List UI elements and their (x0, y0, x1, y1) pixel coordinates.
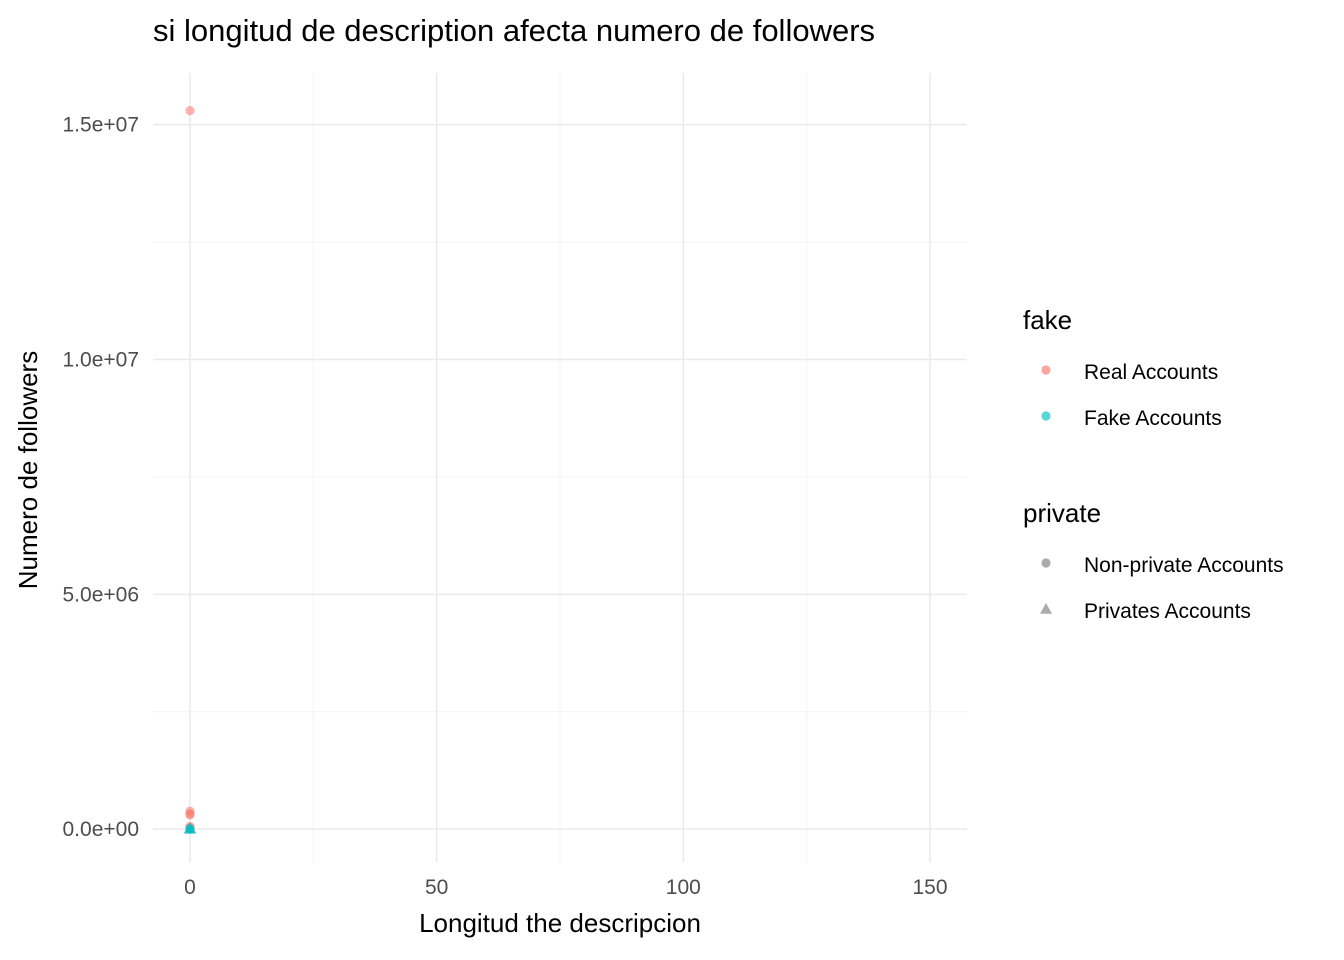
grid (153, 73, 967, 862)
legend: fake Real Accounts Fake Accounts private Non… (1023, 305, 1284, 623)
data-point (184, 823, 196, 834)
legend-key (1041, 411, 1051, 421)
x-tick-label: 150 (912, 876, 947, 899)
x-tick-label: 100 (666, 876, 701, 899)
y-axis-title: Numero de followers (13, 351, 43, 589)
y-tick-label: 0.0e+00 (63, 818, 140, 841)
legend-title: private (1023, 498, 1101, 528)
legend-label: Real Accounts (1084, 361, 1218, 384)
y-tick-label: 5.0e+06 (63, 583, 140, 606)
y-tick-label: 1.0e+07 (63, 348, 140, 371)
data-points (184, 105, 196, 834)
legend-label: Non-private Accounts (1084, 554, 1284, 577)
y-tick-label: 1.5e+07 (63, 114, 140, 137)
legend-label: Fake Accounts (1084, 407, 1222, 430)
legend-key (1040, 603, 1052, 614)
legend-key (1041, 365, 1051, 375)
chart-title: si longitud de description afecta numero… (153, 13, 875, 48)
x-axis-title: Longitud the descripcion (419, 908, 701, 938)
y-axis-ticks: 0.0e+00 5.0e+06 1.0e+07 1.5e+07 (63, 114, 140, 841)
legend-title: fake (1023, 305, 1072, 335)
x-axis-ticks: 0 50 100 150 (184, 876, 947, 899)
data-point (185, 105, 195, 116)
data-point (185, 810, 195, 820)
x-tick-label: 0 (184, 876, 196, 899)
legend-key (1041, 558, 1051, 568)
legend-label: Privates Accounts (1084, 600, 1251, 623)
x-tick-label: 50 (425, 876, 448, 899)
